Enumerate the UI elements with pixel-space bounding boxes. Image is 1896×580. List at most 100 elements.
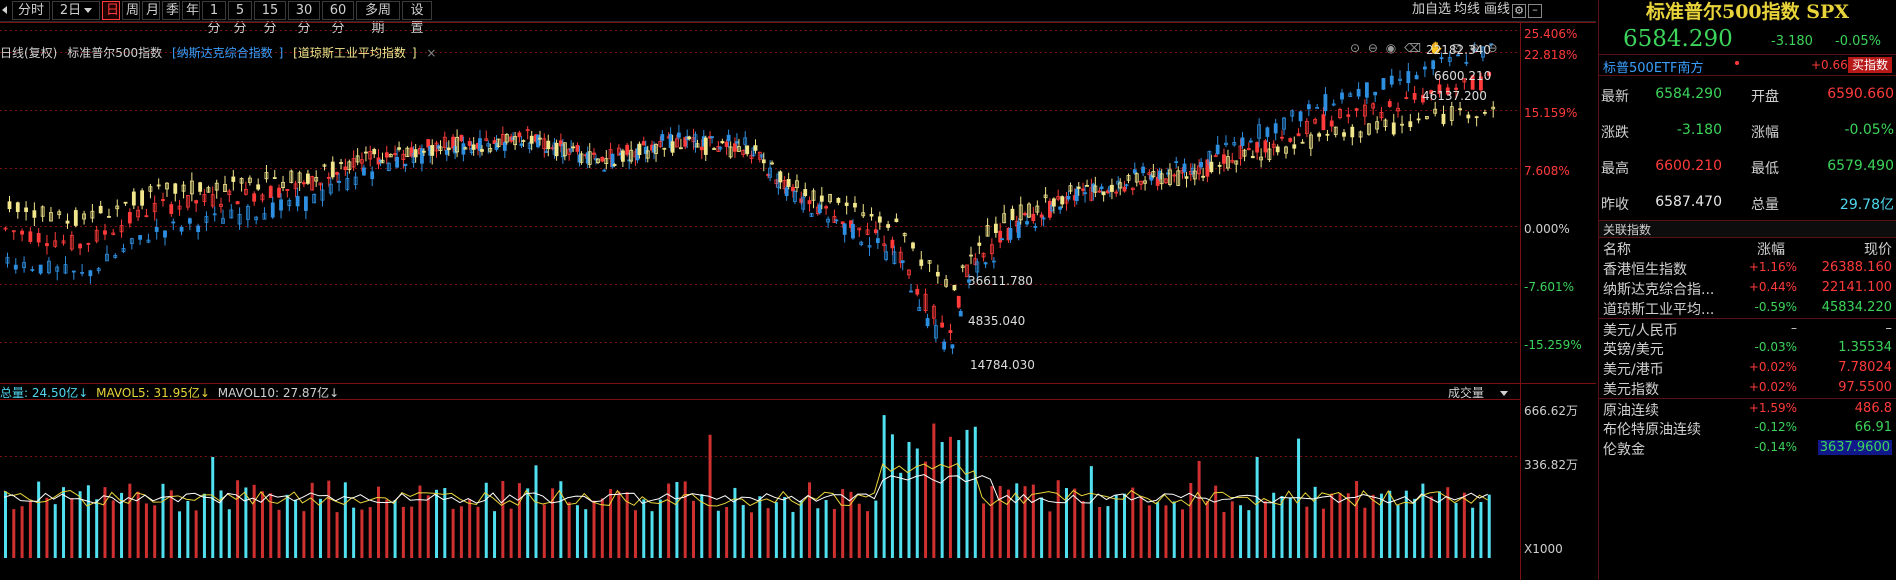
close-icon[interactable]: × [426,46,437,60]
period-month-button[interactable]: 月 [142,1,160,20]
trash-icon[interactable]: ⌫ [1404,41,1422,55]
buy-index-button[interactable]: 买指数 [1847,57,1892,73]
related-row[interactable]: 英镑/美元 -0.03% 1.35534 [1599,338,1896,358]
candle-body [1398,78,1402,81]
candle-body [1421,95,1425,103]
period-intraday-button[interactable]: 分时 [12,1,50,20]
volume-bar [857,503,861,558]
volume-bar [1313,486,1317,558]
add-watchlist-button[interactable]: 加自选 [1412,2,1452,17]
volume-bar [1437,491,1441,558]
moving-average-button[interactable]: 均线 [1454,2,1481,17]
related-row[interactable]: 美元/人民币 – – [1599,318,1896,339]
etf-row[interactable]: 标普500ETF南方 +0.66% 买指数 [1599,54,1896,76]
candle-body [842,223,847,235]
volume-bar [741,505,745,558]
candle-body [795,180,799,189]
period-day-button[interactable]: 日 [102,1,120,20]
period-5min-button[interactable]: 5分 [228,1,252,36]
candle-body [683,137,688,147]
candle-body [1031,213,1036,222]
volume-bar [1272,492,1276,558]
candle-body [629,149,634,162]
target-icon[interactable]: ⊙ [1350,41,1361,55]
candle-body [991,260,996,263]
candle-body [1174,161,1179,163]
period-60min-button[interactable]: 60分 [322,1,354,36]
volume-bar [808,482,812,558]
hand-icon[interactable]: ✋ [1428,41,1444,55]
multi-period-button[interactable]: 多周期 [356,1,400,36]
candle-body [1412,93,1417,100]
volume-bar [890,434,894,558]
volume-bar [410,506,414,558]
header-pct: 涨幅 [1757,242,1785,258]
period-1min-button[interactable]: 1分 [202,1,226,36]
related-row[interactable]: 美元/港币 +0.02% 7.78024 [1599,358,1896,378]
zoom-out-icon[interactable]: ⊖ [1487,41,1498,55]
price-tick: 15.159% [1524,106,1578,120]
candle-body [993,223,998,233]
candle-body [869,214,874,217]
candle-body [194,200,199,204]
candle-body [129,238,134,245]
candle-body [604,158,609,164]
candle-body [179,226,184,232]
overlay-dow-label[interactable]: [道琼斯工业平均指数] [293,46,417,60]
minus-zoom-icon[interactable]: ⊖ [1367,41,1378,55]
period-30min-button[interactable]: 30分 [288,1,320,36]
related-row[interactable]: 香港恒生指数 +1.16% 26388.160 [1599,258,1896,278]
settings-button[interactable]: 设置 [402,1,432,36]
volume-bar [849,491,853,558]
candle-body [1449,106,1454,121]
volume-bar [725,506,729,558]
period-2day-dropdown[interactable]: 2日 [52,1,100,20]
volume-bar [1363,507,1367,558]
draw-line-button[interactable]: 画线 [1484,2,1511,17]
etf-name[interactable]: 标普500ETF南方 [1603,61,1704,76]
candle-body [768,167,772,178]
candle-body [652,145,656,153]
volume-bar [144,503,148,558]
period-week-button[interactable]: 周 [122,1,140,20]
minimize-icon[interactable]: – [1528,4,1542,18]
related-row[interactable]: 伦敦金 -0.14% 3637.9600 [1599,438,1896,458]
candle-body [1143,180,1147,184]
candle-body [1340,92,1344,100]
candle-body [38,264,43,274]
candle-body [1296,133,1301,137]
kline-chart-svg[interactable] [0,22,1596,580]
period-year-button[interactable]: 年 [182,1,200,20]
eye-icon[interactable]: ◉ [1385,41,1397,55]
candle-body [322,164,327,167]
candle-body [1342,132,1346,137]
volume-bar [592,500,596,558]
volume-bar [1321,508,1325,558]
lock-icon[interactable]: ⊡ [1451,41,1462,55]
gear-icon[interactable]: ⚙ [1512,4,1526,18]
related-pct: +0.02% [1748,380,1797,394]
related-row[interactable]: 美元指数 +0.02% 97.5500 [1599,378,1896,398]
candle-body [140,190,145,206]
period-15min-button[interactable]: 15分 [254,1,286,36]
related-row[interactable]: 纳斯达克综合指... +0.44% 22141.100 [1599,278,1896,298]
candle-body [1023,213,1027,216]
candle-body [1151,171,1156,177]
volume-total: 总量: 24.50亿↓ [0,386,89,400]
kline-chart[interactable]: 日线(复权) 标准普尔500指数 [纳斯达克综合指数] [道琼斯工业平均指数] … [0,22,1596,580]
candle-body [807,200,812,205]
overlay-nasdaq-label[interactable]: [纳斯达克综合指数] [171,46,284,60]
candle-body [602,169,607,172]
related-row[interactable]: 道琼斯工业平均... -0.59% 45834.220 [1599,298,1896,318]
candle-body [88,270,93,277]
related-row[interactable]: 原油连续 +1.59% 486.8 [1599,398,1896,419]
zoom-in-icon[interactable]: ⊕ [1469,41,1480,55]
volume-indicator-select[interactable]: 成交量 [1448,384,1520,401]
candle-body [337,180,341,183]
candle-body [1039,214,1044,218]
toolbar-left-arrow[interactable] [2,1,7,20]
period-quarter-button[interactable]: 季 [162,1,180,20]
candle-body [181,184,186,192]
related-row[interactable]: 布伦特原油连续 -0.12% 66.91 [1599,418,1896,438]
candle-body [185,195,190,208]
